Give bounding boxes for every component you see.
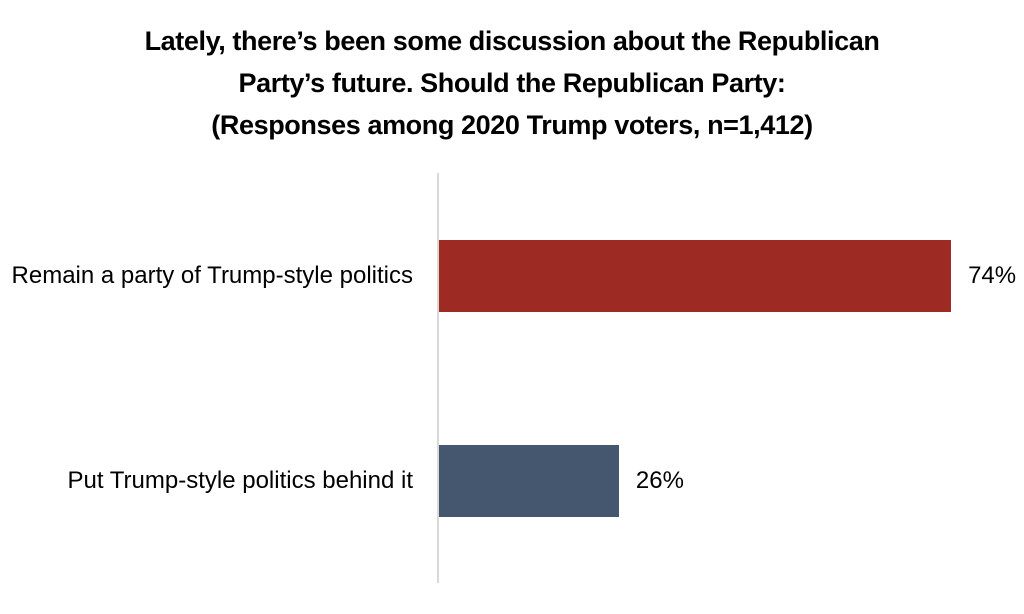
bar — [439, 444, 619, 517]
chart-title-line-1: Lately, there’s been some discussion abo… — [144, 26, 880, 56]
bar — [439, 239, 952, 312]
chart-title: Lately, there’s been some discussion abo… — [0, 20, 1024, 146]
y-axis-line — [437, 173, 439, 583]
value-label: 74% — [968, 261, 1017, 289]
category-label: Remain a party of Trump-style politics — [11, 261, 413, 289]
chart-title-line-2: Party’s future. Should the Republican Pa… — [238, 68, 786, 98]
value-label: 26% — [635, 466, 684, 494]
chart-title-line-3: (Responses among 2020 Trump voters, n=1,… — [211, 110, 813, 140]
category-label: Put Trump-style politics behind it — [67, 466, 413, 494]
